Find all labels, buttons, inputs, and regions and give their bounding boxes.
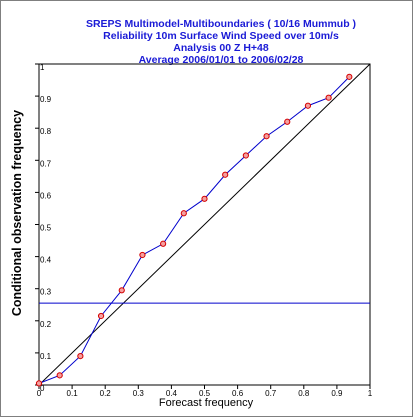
data-point — [160, 240, 167, 247]
data-point — [346, 73, 353, 80]
reliability-curve — [38, 76, 350, 384]
y-tick-label: 1 — [40, 63, 45, 72]
x-tick-label: 0.9 — [331, 389, 343, 398]
data-point — [139, 251, 146, 259]
y-tick-label: 0.7 — [40, 159, 52, 168]
x-tick-label: 0.7 — [265, 389, 277, 398]
y-tick-label: 0.9 — [40, 95, 52, 104]
y-tick-label: 0.4 — [40, 256, 52, 265]
chart-title-line-4: Average 2006/01/01 to 2006/02/28 — [138, 54, 304, 66]
data-point — [118, 287, 125, 294]
y-tick-label: 0.1 — [40, 352, 52, 361]
x-axis-label: Forecast frequency — [158, 397, 254, 409]
data-point — [35, 380, 43, 387]
x-tick-label: 1 — [368, 389, 373, 398]
y-tick-label: 0.3 — [40, 288, 52, 297]
x-tick-label: 0.4 — [166, 389, 178, 398]
data-point — [284, 118, 291, 125]
x-tick-label: 0.3 — [133, 389, 145, 398]
x-tick-label: 0.5 — [199, 389, 211, 398]
data-point — [222, 171, 229, 178]
chart-title-line-3: Analysis 00 Z H+48 — [173, 42, 269, 54]
data-point — [77, 353, 84, 360]
data-point — [304, 102, 312, 109]
chart-title-line-1: SREPS Multimodel-Multiboundaries ( 10/16… — [85, 18, 357, 30]
y-tick-label: 0.6 — [40, 191, 52, 200]
y-tick-label: 0.2 — [40, 320, 52, 329]
x-tick-label: 0.6 — [232, 389, 244, 398]
data-point — [263, 133, 270, 140]
y-tick-label: 0 — [40, 384, 45, 393]
x-tick-label: 0.8 — [298, 389, 310, 398]
x-tick-label: 0.2 — [100, 389, 112, 398]
data-point — [201, 195, 208, 202]
data-point — [180, 210, 187, 217]
perfect-reliability-line — [38, 63, 371, 386]
data-point — [325, 94, 332, 101]
data-point — [242, 152, 249, 159]
chart-title-line-2: Reliability 10m Surface Wind Speed over … — [103, 30, 339, 42]
x-tick-label: 0.1 — [67, 389, 79, 398]
y-tick-label: 0.8 — [40, 127, 52, 136]
y-tick-label: 0.5 — [40, 224, 52, 233]
x-tick-label: 0 — [37, 389, 42, 398]
data-point — [56, 372, 63, 379]
data-point — [97, 312, 105, 320]
